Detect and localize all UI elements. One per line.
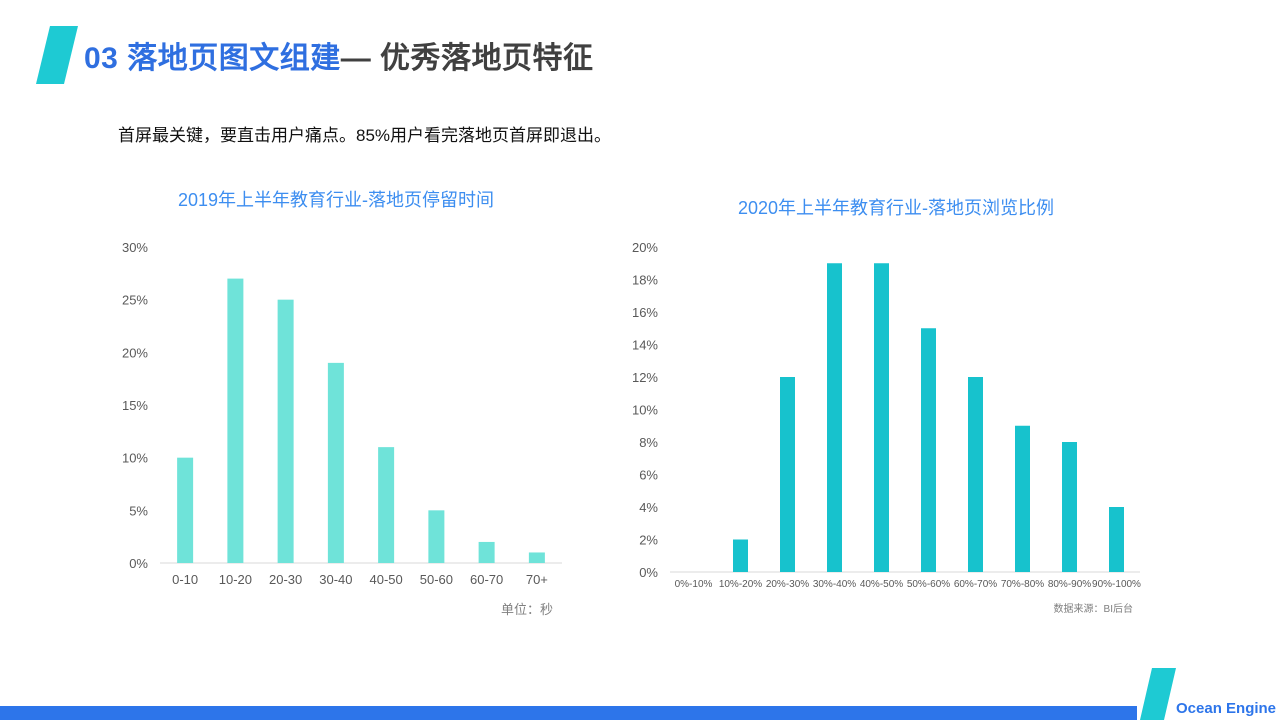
chart1-y-tick-label: 15% (122, 398, 148, 413)
chart2-bar (827, 263, 842, 572)
chart1-bar (478, 541, 495, 563)
chart2-y-tick-label: 20% (632, 240, 658, 255)
chart1-y-tick-label: 0% (129, 556, 148, 571)
chart1-y-tick-label: 10% (122, 451, 148, 466)
chart1-x-tick-label: 30-40 (319, 572, 352, 587)
chart2-bar (1015, 425, 1030, 572)
footer-bar (0, 706, 1137, 720)
chart1-y-tick-label: 30% (122, 240, 148, 255)
chart2-bar (780, 377, 795, 572)
chart1-y-tick-label: 5% (129, 503, 148, 518)
chart1-x-tick-label: 10-20 (219, 572, 252, 587)
chart2-x-tick-label: 90%-100% (1092, 579, 1141, 590)
chart1-bar (378, 447, 395, 563)
chart2-y-tick-label: 12% (632, 370, 658, 385)
chart2-bar (733, 539, 748, 572)
chart1-y-tick-label: 20% (122, 345, 148, 360)
chart1-bar (277, 299, 294, 563)
chart1-y-tick-label: 25% (122, 293, 148, 308)
chart1-x-tick-label: 40-50 (370, 572, 403, 587)
page-title-main: 03 落地页图文组建 (84, 42, 341, 75)
chart1-bar (227, 278, 244, 563)
chart2-note: 数据来源：BI后台 (1054, 602, 1133, 615)
chart2-x-tick-label: 20%-30% (766, 579, 809, 590)
chart2-y-tick-label: 16% (632, 305, 658, 320)
footer-logo-icon (1140, 668, 1176, 720)
chart1-x-tick-label: 0-10 (172, 572, 198, 587)
brand-name: Ocean Engine (1176, 700, 1277, 717)
chart2-x-tick-label: 40%-50% (860, 579, 903, 590)
chart2-x-tick-label: 0%-10% (675, 579, 713, 590)
chart1-x-tick-label: 70+ (526, 572, 548, 587)
chart2-bar (1109, 507, 1124, 572)
chart2-bar (1062, 442, 1077, 572)
chart1-bar (428, 510, 445, 563)
chart2-bar (968, 377, 983, 572)
header-logo-icon (36, 26, 78, 84)
chart2-y-tick-label: 0% (639, 565, 658, 580)
chart2-y-tick-label: 18% (632, 273, 658, 288)
chart2-y-tick-label: 8% (639, 435, 658, 450)
chart2-y-tick-label: 6% (639, 468, 658, 483)
page-title: 03 落地页图文组建— 优秀落地页特征 (84, 44, 594, 74)
chart1-x-tick-label: 60-70 (470, 572, 503, 587)
page-title-sub: — 优秀落地页特征 (340, 42, 594, 75)
chart1-title: 2019年上半年教育行业-落地页停留时间 (178, 190, 495, 210)
chart1-x-tick-label: 20-30 (269, 572, 302, 587)
chart2-x-tick-label: 10%-20% (719, 579, 762, 590)
chart2-x-tick-label: 70%-80% (1001, 579, 1044, 590)
chart1-bar (327, 362, 344, 563)
chart2-y-tick-label: 4% (639, 500, 658, 515)
chart1-bar (528, 552, 545, 563)
chart2-x-tick-label: 80%-90% (1048, 579, 1091, 590)
chart2-bar (921, 328, 936, 572)
chart2-y-tick-label: 14% (632, 338, 658, 353)
chart1-note: 单位：秒 (501, 602, 553, 617)
chart2-y-tick-label: 2% (639, 533, 658, 548)
chart1-bar (177, 457, 194, 563)
chart2-y-tick-label: 10% (632, 403, 658, 418)
page-subtitle: 首屏最关键，要直击用户痛点。85%用户看完落地页首屏即退出。 (118, 126, 612, 145)
chart2-x-tick-label: 60%-70% (954, 579, 997, 590)
chart1-x-tick-label: 50-60 (420, 572, 453, 587)
chart2-x-tick-label: 50%-60% (907, 579, 950, 590)
chart2-bar (874, 263, 889, 572)
chart2-x-tick-label: 30%-40% (813, 579, 856, 590)
chart2-title: 2020年上半年教育行业-落地页浏览比例 (738, 198, 1055, 218)
